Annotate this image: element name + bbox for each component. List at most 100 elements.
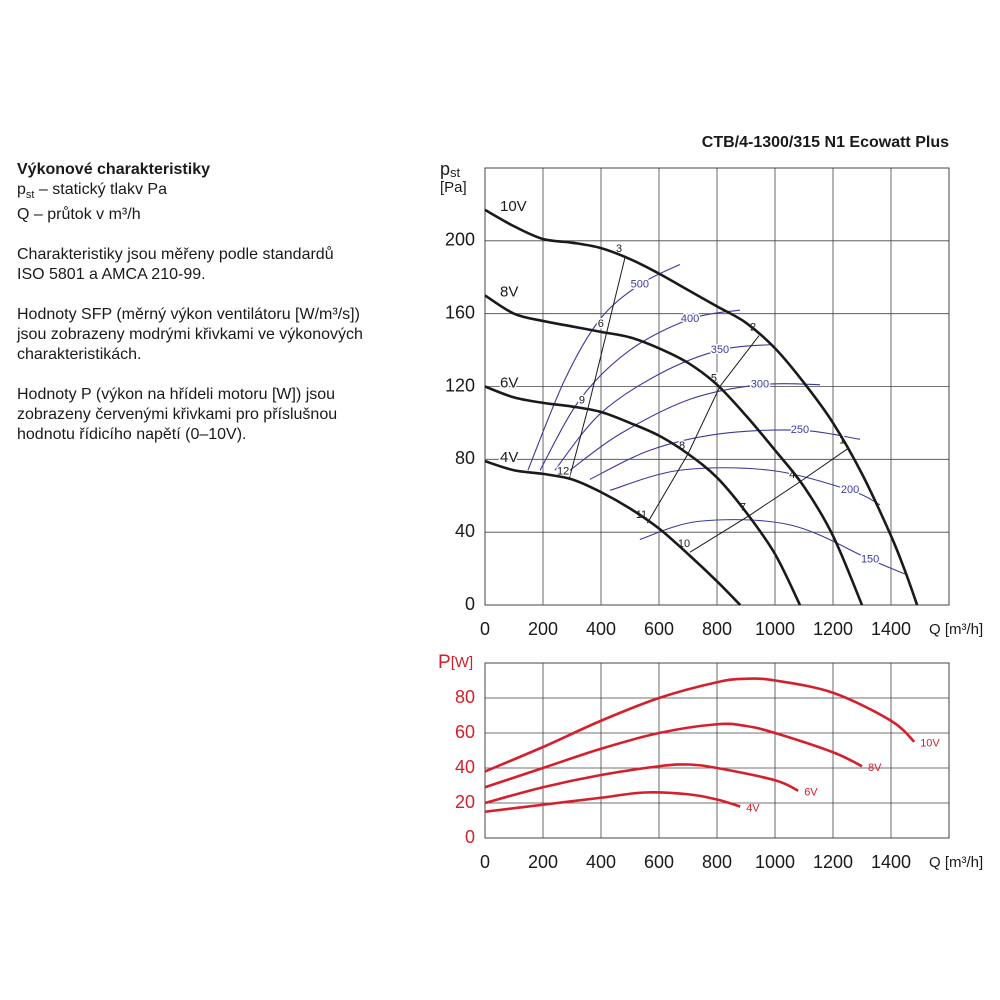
- paragraph: Charakteristiky jsou měřeny podle standa…: [17, 245, 417, 285]
- sfp-label: 150: [861, 553, 879, 565]
- x-tick-label: 800: [702, 852, 732, 872]
- series-label: 6V: [804, 787, 818, 799]
- y-tick-label: 0: [465, 594, 475, 614]
- system-point-label: 4: [789, 469, 795, 481]
- x-axis-label: Q [m³/h]: [929, 621, 983, 638]
- system-point-label: 6: [598, 318, 604, 330]
- sfp-label: 500: [631, 278, 649, 290]
- text-line: Hodnoty SFP (měrný výkon ventilátoru [W/…: [17, 306, 360, 324]
- pst-line: pst – statický tlakv Pa: [17, 180, 417, 205]
- series-label: 10V: [920, 738, 940, 750]
- system-curve: [568, 257, 626, 480]
- series-label: 8V: [500, 283, 518, 300]
- series-label: 6V: [500, 374, 518, 391]
- y-axis-symbol: P: [438, 652, 451, 673]
- system-point-label: 12: [557, 465, 569, 477]
- pressure-curve: [484, 208, 919, 606]
- description: Výkonové charakteristiky pst – statický …: [17, 160, 417, 465]
- sfp-curve: [527, 264, 681, 471]
- y-axis-unit: [Pa]: [440, 179, 467, 196]
- text-line: jsou zobrazeny modrými křivkami ve výkon…: [17, 326, 363, 344]
- x-tick-label: 0: [480, 852, 490, 872]
- x-tick-label: 400: [586, 619, 616, 639]
- text-line: hodnotu řídicího napětí (0–10V).: [17, 426, 247, 444]
- plot-frame: [484, 662, 950, 839]
- x-tick-label: 200: [528, 852, 558, 872]
- y-tick-label: 40: [455, 757, 475, 777]
- pst-text: – statický tlakv Pa: [34, 181, 167, 198]
- y-axis-label: P[W]: [438, 652, 473, 673]
- sfp-label: 200: [841, 484, 859, 496]
- x-tick-label: 1000: [755, 619, 795, 639]
- y-tick-label: 80: [455, 687, 475, 707]
- y-tick-label: 60: [455, 722, 475, 742]
- pst-sub: st: [25, 189, 35, 202]
- intro: Výkonové charakteristiky pst – statický …: [17, 160, 417, 225]
- pressure-curve: [484, 385, 802, 606]
- pressure-curve: [484, 294, 864, 606]
- paragraph: Hodnoty P (výkon na hřídeli motoru [W]) …: [17, 385, 417, 445]
- y-axis-sub: st: [450, 165, 461, 180]
- system-point-label: 9: [579, 394, 585, 406]
- sfp-label: 300: [751, 379, 769, 391]
- y-axis-symbol: p: [440, 159, 450, 179]
- system-curve: [689, 447, 849, 553]
- x-tick-label: 800: [702, 619, 732, 639]
- y-axis-unit: [W]: [451, 654, 474, 671]
- y-tick-label: 120: [445, 375, 475, 395]
- sfp-label: 400: [681, 313, 699, 325]
- series-label: 8V: [868, 762, 882, 774]
- text-line: charakteristikách.: [17, 346, 142, 364]
- sfp-label: 350: [711, 344, 729, 356]
- x-tick-label: 600: [644, 852, 674, 872]
- x-tick-label: 200: [528, 619, 558, 639]
- text-line: Charakteristiky jsou měřeny podle standa…: [17, 246, 334, 264]
- sfp-label: 250: [791, 424, 809, 436]
- y-tick-label: 20: [455, 792, 475, 812]
- power-curve: [484, 791, 741, 814]
- x-tick-label: 400: [586, 852, 616, 872]
- x-tick-label: 1000: [755, 852, 795, 872]
- sfp-curve: [609, 467, 881, 506]
- system-point-label: 10: [678, 538, 690, 550]
- x-tick-label: 0: [480, 619, 490, 639]
- series-label: 4V: [500, 449, 518, 466]
- y-tick-label: 0: [465, 827, 475, 847]
- text-line: ISO 5801 a AMCA 210-99.: [17, 266, 206, 284]
- sfp-curve: [589, 429, 861, 480]
- y-axis-label: pst: [440, 159, 461, 181]
- y-tick-label: 200: [445, 230, 475, 250]
- system-point-label: 3: [616, 243, 622, 255]
- text-line: zobrazeny červenými křivkami pro přísluš…: [17, 406, 338, 424]
- x-tick-label: 600: [644, 619, 674, 639]
- heading: Výkonové charakteristiky: [17, 161, 210, 178]
- power-curve: [484, 677, 916, 773]
- paragraph: Hodnoty SFP (měrný výkon ventilátoru [W/…: [17, 305, 417, 365]
- system-point-label: 8: [679, 440, 685, 452]
- power-curve: [484, 763, 799, 805]
- x-tick-label: 1400: [871, 852, 911, 872]
- system-curve: [646, 335, 760, 524]
- chart-title: CTB/4-1300/315 N1 Ecowatt Plus: [702, 134, 949, 151]
- x-tick-label: 1200: [813, 852, 853, 872]
- pst-symbol: p: [17, 181, 26, 198]
- sfp-curve: [539, 309, 741, 471]
- series-label: 10V: [500, 198, 527, 215]
- sfp-curve: [569, 383, 820, 471]
- power-curve: [484, 722, 863, 789]
- sfp-curve: [554, 344, 771, 471]
- sfp-curve: [639, 519, 906, 575]
- y-tick-label: 80: [455, 448, 475, 468]
- x-tick-label: 1200: [813, 619, 853, 639]
- y-tick-label: 160: [445, 302, 475, 322]
- q-line: Q – průtok v m³/h: [17, 206, 141, 224]
- series-label: 4V: [746, 802, 760, 814]
- y-tick-label: 40: [455, 521, 475, 541]
- system-point-label: 5: [711, 372, 717, 384]
- x-axis-label: Q [m³/h]: [929, 854, 983, 871]
- system-point-label: 1: [839, 434, 845, 446]
- text-line: Hodnoty P (výkon na hřídeli motoru [W]) …: [17, 386, 336, 404]
- pressure-curve: [484, 459, 742, 606]
